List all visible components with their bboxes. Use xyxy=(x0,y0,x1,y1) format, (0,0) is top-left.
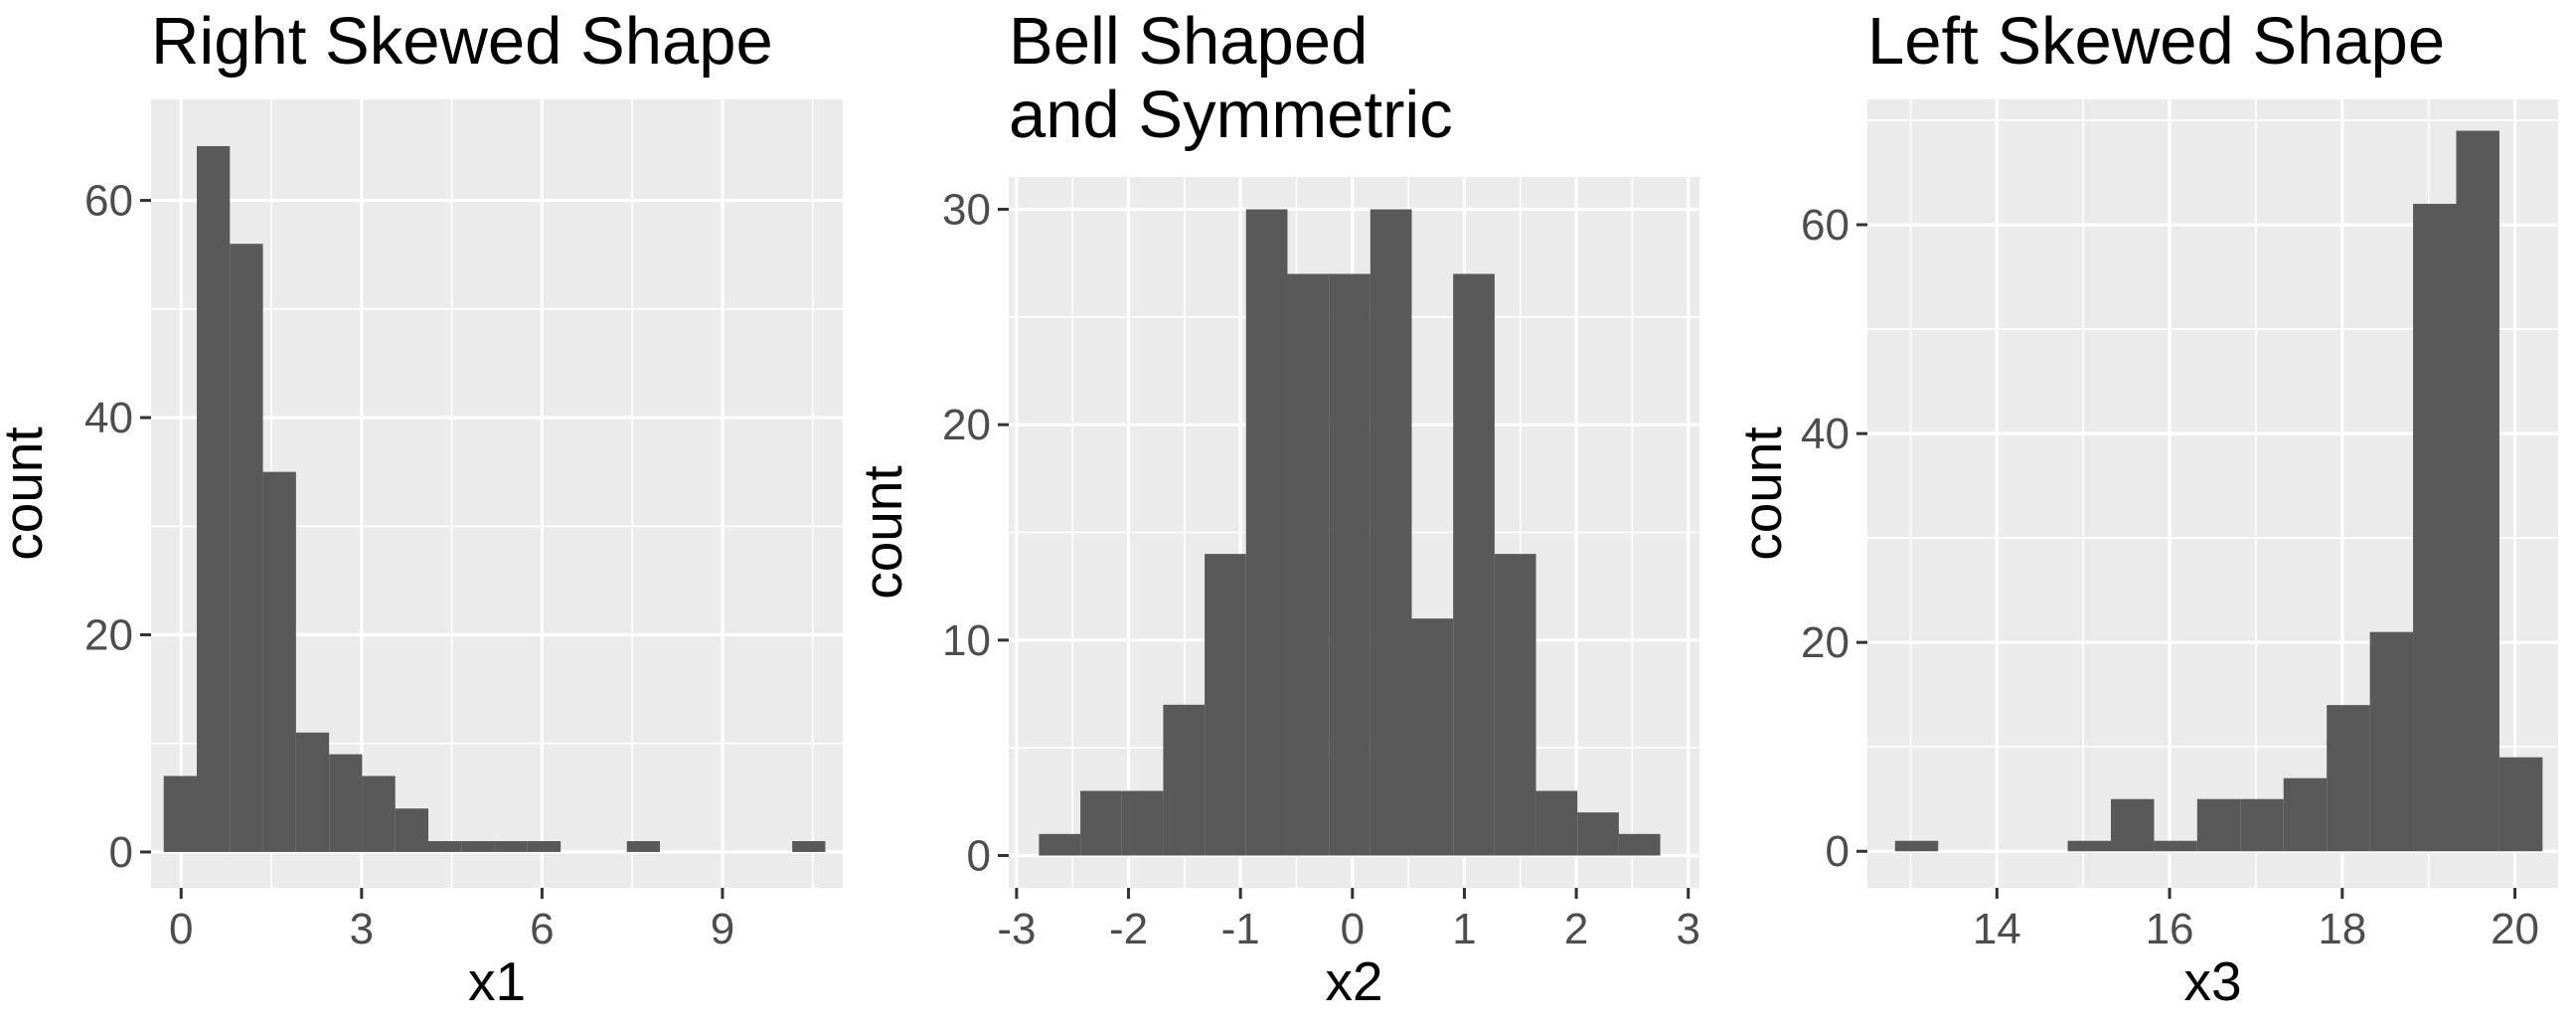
x-tick-label: 6 xyxy=(530,905,554,953)
histogram-bar xyxy=(461,841,495,852)
y-tick-label: 0 xyxy=(967,832,991,881)
y-axis-title: count xyxy=(0,427,54,561)
x-tick-label: -3 xyxy=(997,905,1036,953)
histogram-bar xyxy=(1453,273,1495,856)
chart-title: Left Skewed Shape xyxy=(1867,4,2445,79)
histogram-bar xyxy=(2240,798,2284,852)
histogram-bar xyxy=(2456,130,2499,852)
histogram-bar xyxy=(2283,777,2328,852)
histogram-bar xyxy=(1039,833,1081,856)
x-tick-label: 16 xyxy=(2146,905,2194,953)
histogram-bar xyxy=(1245,209,1288,856)
histogram-bar xyxy=(428,841,462,852)
histogram-bar xyxy=(1577,812,1619,856)
chart-panel-1: 0 3 6 9 0 20 40 60 Right Skewed Shape x1 count xyxy=(0,4,843,1012)
histogram-bar xyxy=(494,841,528,852)
histogram-bar xyxy=(230,244,263,852)
histogram-bar xyxy=(2327,705,2370,852)
histogram-bar xyxy=(362,775,396,852)
x-tick-label: -2 xyxy=(1109,905,1148,953)
histogram-bar xyxy=(2154,840,2197,852)
histogram-bar xyxy=(395,808,429,852)
histogram-bar xyxy=(2110,798,2155,852)
histogram-bar xyxy=(163,775,197,852)
x-tick-label: 14 xyxy=(1973,905,2021,953)
chart-title: Bell Shaped and Symmetric xyxy=(1009,4,1453,152)
y-tick-label: 0 xyxy=(109,828,133,877)
histogram-bar xyxy=(1329,273,1370,856)
histogram-bar xyxy=(1121,790,1164,856)
histogram-bar xyxy=(626,841,661,852)
y-tick-label: 20 xyxy=(942,401,991,449)
y-axis-title: count xyxy=(1731,427,1793,561)
histogram-bar xyxy=(1369,209,1412,856)
y-tick-label: 10 xyxy=(942,616,991,665)
histogram-bar xyxy=(1894,840,1939,852)
y-tick-label: 40 xyxy=(1801,410,1850,458)
histogram-bar xyxy=(1618,833,1661,856)
chart-title: Right Skewed Shape xyxy=(151,4,773,79)
histogram-bar xyxy=(262,471,296,852)
x-axis-title: x2 xyxy=(1325,950,1382,1012)
x-axis-title: x3 xyxy=(2183,950,2241,1012)
histogram-bar xyxy=(1287,273,1330,856)
x-axis-title: x1 xyxy=(468,950,526,1012)
y-tick-label: 0 xyxy=(1826,827,1850,876)
histogram-bar xyxy=(2196,798,2241,852)
x-tick-label: 9 xyxy=(711,905,734,953)
x-tick-label: 0 xyxy=(1341,905,1365,953)
x-tick-label: 2 xyxy=(1564,905,1588,953)
x-tick-label: 3 xyxy=(350,905,374,953)
y-tick-label: 40 xyxy=(84,394,133,442)
histogram-bar xyxy=(2369,631,2414,852)
x-tick-label: -1 xyxy=(1221,905,1260,953)
histogram-bar xyxy=(1163,704,1206,856)
x-tick-label: 1 xyxy=(1452,905,1476,953)
x-tick-label: 20 xyxy=(2491,905,2539,953)
histogram-bar xyxy=(196,145,231,852)
histogram-bar xyxy=(527,841,562,852)
histogram-bar xyxy=(2498,757,2543,852)
y-axis-title: count xyxy=(852,465,913,600)
histogram-bar xyxy=(1080,790,1122,856)
histogram-bar xyxy=(1411,618,1454,856)
histogram-bar xyxy=(2413,204,2457,852)
x-tick-label: 0 xyxy=(169,905,193,953)
histogram-bar xyxy=(295,732,330,852)
y-tick-label: 30 xyxy=(942,186,991,235)
y-tick-label: 20 xyxy=(84,610,133,659)
histogram-bar xyxy=(2067,840,2111,852)
histogram-bar xyxy=(792,841,826,852)
chart-panel-3: 14 16 18 20 0 20 40 60 Left Skewed Shape x3 count xyxy=(1731,4,2558,1012)
y-tick-label: 60 xyxy=(1801,201,1850,250)
y-tick-label: 20 xyxy=(1801,618,1850,667)
histogram-bar xyxy=(1205,554,1246,856)
x-tick-label: 3 xyxy=(1676,905,1699,953)
histogram-bar xyxy=(329,754,363,852)
x-tick-label: 18 xyxy=(2318,905,2366,953)
histogram-bar xyxy=(1494,554,1536,856)
histogram-bar xyxy=(1535,790,1578,856)
y-tick-label: 60 xyxy=(84,177,133,226)
